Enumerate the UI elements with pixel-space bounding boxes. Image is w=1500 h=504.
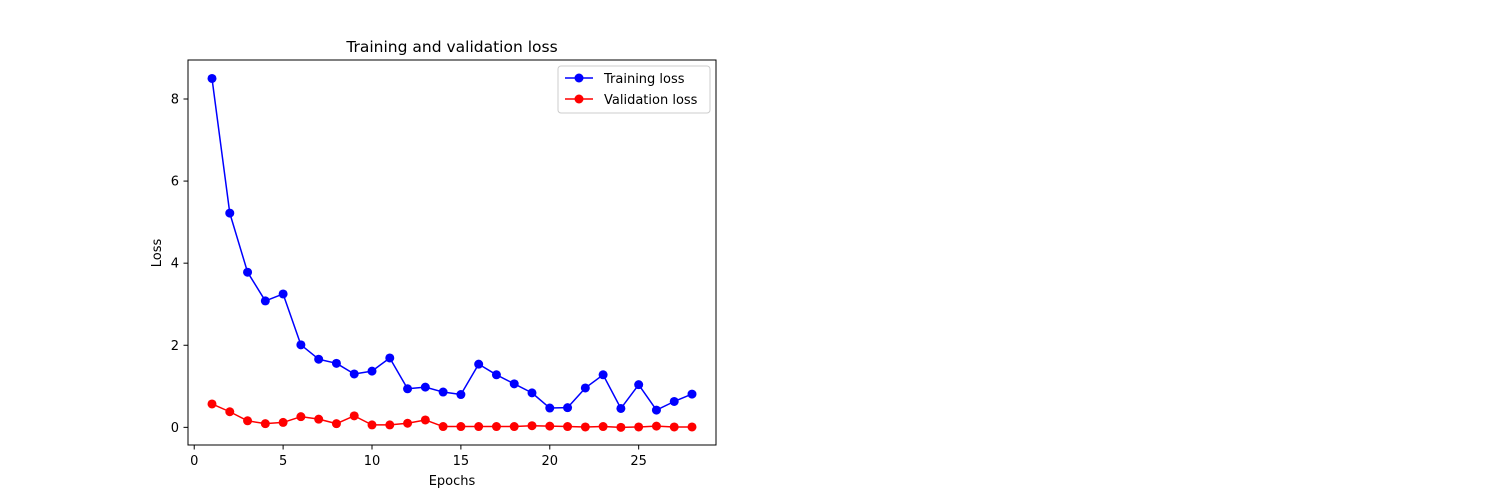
- series-line-training-loss: [211, 78, 693, 411]
- data-point-training-loss: [456, 390, 466, 400]
- y-tick-label: 4: [171, 257, 179, 272]
- y-tick-label: 2: [171, 339, 179, 354]
- data-point-validation-loss: [474, 422, 484, 432]
- y-axis-title: Loss: [150, 239, 165, 268]
- data-point-validation-loss: [207, 399, 217, 409]
- data-point-validation-loss: [545, 421, 555, 431]
- data-point-training-loss: [527, 388, 537, 398]
- data-point-training-loss: [207, 73, 217, 83]
- data-point-validation-loss: [331, 419, 341, 429]
- data-point-validation-loss: [598, 422, 608, 432]
- data-point-validation-loss: [243, 416, 253, 426]
- data-point-training-loss: [669, 396, 679, 406]
- data-point-validation-loss: [278, 417, 288, 427]
- data-point-training-loss: [509, 379, 519, 389]
- data-point-validation-loss: [509, 422, 519, 432]
- data-point-validation-loss: [420, 415, 430, 425]
- data-point-training-loss: [420, 382, 430, 392]
- series-layer: [207, 73, 697, 432]
- data-point-validation-loss: [349, 411, 359, 421]
- plot-area: [188, 60, 716, 445]
- data-point-validation-loss: [634, 422, 644, 432]
- x-axis: 0 5 10 15 20 25: [190, 445, 647, 469]
- data-point-training-loss: [260, 296, 270, 306]
- data-point-validation-loss: [438, 422, 448, 432]
- data-point-training-loss: [403, 384, 413, 394]
- data-point-validation-loss: [491, 422, 501, 432]
- data-point-validation-loss: [403, 418, 413, 428]
- x-tick-label: 25: [630, 454, 647, 469]
- data-point-training-loss: [491, 370, 501, 380]
- x-tick-label: 5: [279, 454, 287, 469]
- legend-marker-training: [574, 73, 584, 83]
- data-point-training-loss: [580, 383, 590, 393]
- series-line-validation-loss: [211, 403, 692, 429]
- data-point-training-loss: [651, 405, 661, 415]
- data-point-training-loss: [278, 289, 288, 299]
- data-point-validation-loss: [669, 422, 679, 432]
- data-point-training-loss: [385, 353, 395, 363]
- data-point-validation-loss: [385, 420, 395, 430]
- data-point-validation-loss: [367, 420, 377, 430]
- legend-label-validation: Validation loss: [604, 93, 698, 108]
- data-point-validation-loss: [314, 414, 324, 424]
- data-point-validation-loss: [296, 412, 306, 422]
- data-point-validation-loss: [260, 419, 270, 429]
- data-point-validation-loss: [651, 421, 661, 431]
- data-point-training-loss: [598, 370, 608, 380]
- x-tick-label: 0: [190, 454, 198, 469]
- legend-label-training: Training loss: [603, 72, 685, 87]
- y-axis: 0 2 4 6 8: [171, 92, 188, 436]
- data-point-training-loss: [687, 389, 697, 399]
- x-tick-label: 10: [364, 454, 381, 469]
- legend: Training loss Validation loss: [557, 65, 711, 114]
- data-point-validation-loss: [527, 421, 537, 431]
- x-tick-label: 15: [453, 454, 470, 469]
- axes-frame: [187, 59, 717, 446]
- data-point-training-loss: [225, 208, 235, 218]
- data-point-training-loss: [349, 369, 359, 379]
- data-point-training-loss: [331, 358, 341, 368]
- data-point-training-loss: [474, 359, 484, 369]
- data-point-validation-loss: [563, 422, 573, 432]
- data-point-training-loss: [314, 354, 324, 364]
- data-point-training-loss: [563, 403, 573, 413]
- data-point-validation-loss: [687, 422, 697, 432]
- data-point-training-loss: [616, 403, 626, 413]
- data-point-training-loss: [296, 340, 306, 350]
- data-point-validation-loss: [580, 422, 590, 432]
- y-tick-label: 0: [171, 421, 179, 436]
- data-point-training-loss: [367, 366, 377, 376]
- data-point-validation-loss: [456, 422, 466, 432]
- data-point-validation-loss: [616, 422, 626, 432]
- data-point-training-loss: [243, 267, 253, 277]
- y-tick-label: 6: [171, 175, 179, 190]
- data-point-validation-loss: [225, 407, 235, 417]
- x-tick-label: 20: [542, 454, 559, 469]
- legend-box: [557, 65, 711, 114]
- chart-title: Training and validation loss: [345, 38, 557, 56]
- y-tick-label: 8: [171, 92, 179, 107]
- data-point-training-loss: [634, 380, 644, 390]
- data-point-training-loss: [545, 403, 555, 413]
- x-axis-title: Epochs: [429, 474, 476, 489]
- legend-marker-validation: [574, 94, 584, 104]
- data-point-training-loss: [438, 387, 448, 397]
